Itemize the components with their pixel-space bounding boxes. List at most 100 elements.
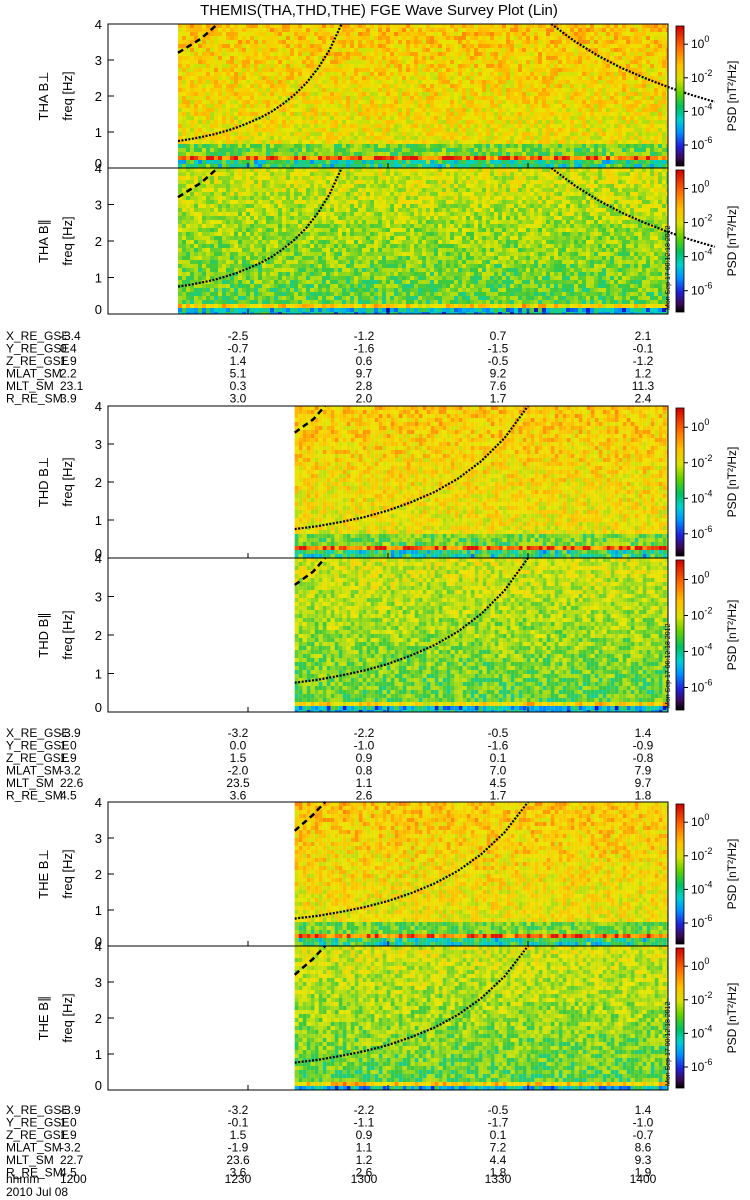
spectrogram-cell bbox=[234, 56, 238, 60]
spectrogram-cell bbox=[210, 92, 214, 96]
spectrogram-cell bbox=[198, 72, 202, 76]
spectrogram-cell bbox=[650, 72, 654, 76]
spectrogram-cell bbox=[222, 184, 226, 188]
spectrogram-cell bbox=[298, 28, 302, 32]
spectrogram-cell bbox=[358, 152, 362, 156]
spectrogram-cell bbox=[634, 180, 638, 184]
spectrogram-cell bbox=[314, 148, 318, 152]
spectrogram-cell bbox=[462, 124, 466, 128]
spectrogram-cell bbox=[330, 112, 334, 116]
spectrogram-cell bbox=[374, 24, 378, 28]
spectrogram-cell bbox=[186, 172, 190, 176]
spectrogram-cell bbox=[322, 96, 326, 100]
spectrogram-cell bbox=[574, 36, 578, 40]
spectrogram-cell bbox=[290, 84, 294, 88]
spectrogram-cell bbox=[374, 136, 378, 140]
spectrogram-cell bbox=[406, 168, 410, 172]
spectrogram-cell bbox=[258, 84, 262, 88]
spectrogram-cell bbox=[666, 32, 668, 36]
spectrogram-cell bbox=[198, 44, 202, 48]
spectrogram-cell bbox=[322, 116, 326, 120]
spectrogram-cell bbox=[506, 84, 510, 88]
spectrogram-cell bbox=[574, 84, 578, 88]
spectrogram-cell bbox=[618, 156, 622, 160]
spectrogram-cell bbox=[438, 100, 442, 104]
spectrogram-cell bbox=[178, 76, 182, 80]
spectrogram-cell bbox=[362, 168, 366, 172]
spectrogram-cell bbox=[642, 56, 646, 60]
spectrogram-cell bbox=[442, 124, 446, 128]
spectrogram-cell bbox=[654, 144, 658, 148]
spectrogram-cell bbox=[358, 116, 362, 120]
spectrogram-cell bbox=[594, 156, 598, 160]
spectrogram-cell bbox=[570, 112, 574, 116]
spectrogram-cell bbox=[286, 28, 290, 32]
spectrogram-cell bbox=[386, 112, 390, 116]
spectrogram-cell bbox=[490, 28, 494, 32]
spectrogram-cell bbox=[182, 124, 186, 128]
spectrogram-cell bbox=[546, 172, 550, 176]
spectrogram-cell bbox=[314, 28, 318, 32]
spectrogram-cell bbox=[306, 100, 310, 104]
spectrogram-cell bbox=[374, 160, 378, 164]
spectrogram-cell bbox=[262, 168, 266, 172]
spectrogram-cell bbox=[410, 100, 414, 104]
spectrogram-cell bbox=[546, 80, 550, 84]
spectrogram-cell bbox=[570, 168, 574, 172]
spectrogram-cell bbox=[498, 104, 502, 108]
spectrogram-cell bbox=[530, 116, 534, 120]
spectrogram-cell bbox=[474, 64, 478, 68]
spectrogram-cell bbox=[662, 164, 666, 168]
spectrogram-cell bbox=[626, 96, 630, 100]
spectrogram-cell bbox=[622, 80, 626, 84]
spectrogram-cell bbox=[242, 112, 246, 116]
spectrogram-cell bbox=[442, 48, 446, 52]
spectrogram-cell bbox=[498, 28, 502, 32]
spectrogram-cell bbox=[458, 56, 462, 60]
spectrogram-cell bbox=[554, 36, 558, 40]
spectrogram-cell bbox=[478, 164, 482, 168]
spectrogram-cell bbox=[338, 128, 342, 132]
spectrogram-cell bbox=[526, 180, 530, 184]
spectrogram-cell bbox=[466, 132, 470, 136]
spectrogram-cell bbox=[514, 28, 518, 32]
spectrogram-cell bbox=[486, 156, 490, 160]
spectrogram-cell bbox=[338, 80, 342, 84]
spectrogram-cell bbox=[646, 140, 650, 144]
spectrogram-cell bbox=[374, 80, 378, 84]
spectrogram-cell bbox=[190, 92, 194, 96]
spectrogram-cell bbox=[226, 68, 230, 72]
spectrogram-cell bbox=[326, 172, 330, 176]
spectrogram-cell bbox=[314, 108, 318, 112]
spectrogram-cell bbox=[234, 104, 238, 108]
spectrogram-cell bbox=[398, 24, 402, 28]
spectrogram-cell bbox=[358, 84, 362, 88]
spectrogram-cell bbox=[382, 164, 386, 168]
spectrogram-cell bbox=[514, 132, 518, 136]
spectrogram-cell bbox=[618, 32, 622, 36]
spectrogram-cell bbox=[378, 64, 382, 68]
spectrogram-cell bbox=[330, 32, 334, 36]
spectrogram-cell bbox=[534, 56, 538, 60]
spectrogram-cell bbox=[394, 116, 398, 120]
spectrogram-cell bbox=[230, 92, 234, 96]
spectrogram-cell bbox=[206, 148, 210, 152]
spectrogram-cell bbox=[470, 72, 474, 76]
spectrogram-cell bbox=[554, 136, 558, 140]
spectrogram-cell bbox=[478, 52, 482, 56]
spectrogram-cell bbox=[374, 124, 378, 128]
spectrogram-cell bbox=[462, 148, 466, 152]
spectrogram-cell bbox=[350, 120, 354, 124]
spectrogram-cell bbox=[550, 144, 554, 148]
spectrogram-cell bbox=[342, 168, 346, 172]
spectrogram-cell bbox=[530, 176, 534, 180]
spectrogram-cell bbox=[190, 148, 194, 152]
spectrogram-cell bbox=[486, 180, 490, 184]
spectrogram-cell bbox=[494, 100, 498, 104]
spectrogram-cell bbox=[494, 128, 498, 132]
spectrogram-cell bbox=[490, 152, 494, 156]
spectrogram-cell bbox=[242, 44, 246, 48]
spectrogram-cell bbox=[622, 116, 626, 120]
spectrogram-cell bbox=[618, 48, 622, 52]
spectrogram-cell bbox=[466, 28, 470, 32]
